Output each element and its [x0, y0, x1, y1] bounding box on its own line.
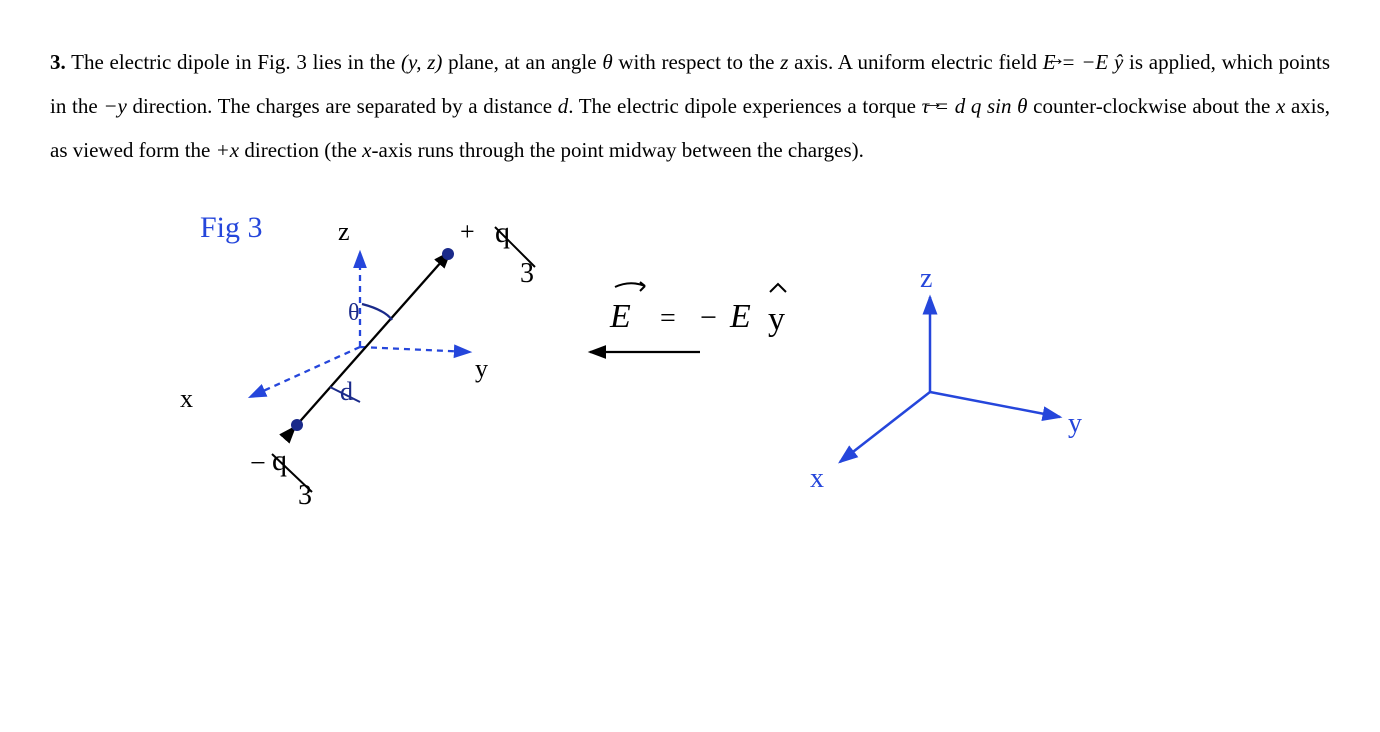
math-x2: x	[362, 138, 371, 162]
figure-svg: Fig 3 z y x + q 3 − q 3 d	[50, 192, 1330, 532]
y-label-left: y	[475, 354, 488, 383]
z-label-left: z	[338, 217, 350, 246]
svg-text:−: −	[700, 301, 717, 334]
text: . The electric dipole experiences a torq…	[568, 94, 921, 118]
plus-sign: +	[460, 217, 475, 246]
math-z: z	[780, 50, 788, 74]
negative-charge-icon	[291, 419, 303, 431]
text: the point midway between the charges).	[530, 138, 864, 162]
problem-number: 3.	[50, 50, 66, 74]
y-axis-left	[360, 347, 470, 352]
svg-text:y: y	[768, 301, 785, 338]
text: plane, at an angle	[442, 50, 602, 74]
theta-label: θ	[348, 300, 360, 326]
math-yz: (y, z)	[401, 50, 442, 74]
y-label-right: y	[1068, 408, 1082, 439]
math-x: x	[1276, 94, 1285, 118]
dipole-line	[295, 252, 450, 427]
plus-q-over-3: q 3	[495, 216, 535, 289]
field-equation: E = − E y	[609, 282, 786, 338]
x-label-right: x	[810, 463, 824, 494]
svg-text:E: E	[609, 298, 631, 335]
theta-arc	[362, 304, 392, 320]
positive-charge-icon	[442, 248, 454, 260]
text: axis. A uniform electric field	[794, 50, 1043, 74]
text: with respect to the	[613, 50, 781, 74]
svg-text:−: −	[250, 448, 266, 479]
svg-text:E: E	[729, 298, 751, 335]
text: counter-clockwise about the	[1033, 94, 1276, 118]
svg-text:=: =	[660, 303, 676, 334]
minus-q-over-3: − q 3	[250, 444, 312, 511]
svg-text:3: 3	[520, 258, 534, 289]
z-label-right: z	[920, 263, 932, 294]
d-label: d	[340, 377, 353, 406]
text: charges are separated by a distance	[256, 94, 558, 118]
x-axis-right	[840, 392, 930, 462]
figure-3: Fig 3 z y x + q 3 − q 3 d	[50, 192, 1330, 532]
text: direction (the	[239, 138, 362, 162]
svg-text:q: q	[495, 216, 510, 249]
x-label-left: x	[180, 384, 193, 413]
text: -axis runs through	[372, 138, 525, 162]
math-minus-y: −y	[103, 94, 127, 118]
math-plus-x: +x	[216, 138, 240, 162]
math-tau: →τ = d q sin θ	[922, 94, 1028, 118]
y-axis-right	[930, 392, 1060, 417]
math-E: →E = −E ŷ	[1043, 50, 1124, 74]
svg-text:3: 3	[298, 480, 312, 511]
problem-statement: 3. The electric dipole in Fig. 3 lies in…	[50, 40, 1330, 172]
math-d: d	[558, 94, 569, 118]
text: direction. The	[127, 94, 250, 118]
text: The electric dipole in Fig. 3 lies in th…	[71, 50, 401, 74]
fig-label: Fig 3	[200, 211, 263, 244]
math-theta: θ	[602, 50, 612, 74]
